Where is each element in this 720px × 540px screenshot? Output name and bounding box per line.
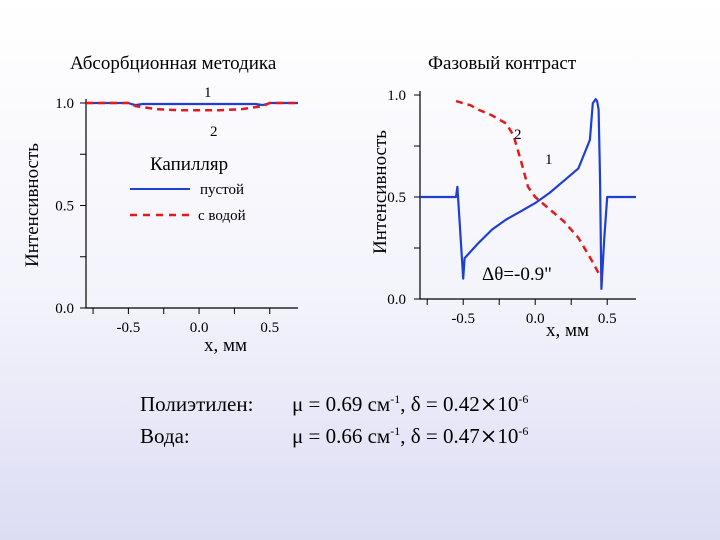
- power-base: 10: [497, 392, 519, 416]
- y-axis-label: Интенсивность: [22, 143, 43, 267]
- y-tick-label: 0.5: [387, 190, 406, 206]
- phase-contrast-panel: Фазовый контраст Интенсивность 0.0 0.5 1.0…: [370, 53, 636, 341]
- footer-line-water: Вода: μ = 0.66 см-1, δ = 0.47⨯10-6: [140, 424, 528, 449]
- mu-value: μ = 0.66 см: [292, 424, 391, 448]
- times-symbol: ⨯: [479, 424, 498, 448]
- axes: 0.0 0.5 1.0 -0.5 0.0 0.5: [55, 96, 298, 336]
- chart-title: Абсорбционная методика: [70, 53, 277, 74]
- power-exponent: -6: [518, 424, 529, 438]
- y-tick-label: 0.0: [387, 292, 406, 308]
- material-label: Вода:: [140, 424, 190, 448]
- series-line-0: [420, 98, 636, 290]
- x-axis-label: x, мм: [546, 320, 589, 341]
- power-base: 10: [497, 424, 519, 448]
- curve-label-1: 1: [204, 85, 212, 101]
- curve-label-2: 2: [514, 127, 522, 143]
- plot-area: [420, 98, 636, 290]
- y-tick-label: 1.0: [387, 88, 406, 104]
- delta-value: , δ = 0.47: [400, 424, 480, 448]
- x-tick-label: 0.0: [526, 311, 545, 327]
- y-axis-label: Интенсивность: [370, 130, 391, 254]
- curve-label-1: 1: [545, 152, 553, 168]
- x-tick-label: 0.0: [190, 320, 209, 336]
- x-tick-label: -0.5: [117, 320, 141, 336]
- x-axis-label: x, мм: [204, 335, 247, 356]
- mu-value: μ = 0.69 см: [292, 392, 391, 416]
- x-tick-label: -0.5: [451, 311, 475, 327]
- material-label: Полиэтилен:: [140, 392, 254, 416]
- y-tick-label: 1.0: [55, 96, 74, 112]
- series-line-1: [455, 99, 603, 280]
- y-tick-label: 0.5: [55, 199, 74, 215]
- legend-title: Капилляр: [150, 154, 228, 175]
- x-tick-label: 0.5: [598, 311, 617, 327]
- axes: 0.0 0.5 1.0 -0.5 0.0 0.5: [387, 88, 636, 327]
- chart-title: Фазовый контраст: [428, 53, 577, 74]
- y-tick-label: 0.0: [55, 301, 74, 317]
- absorption-panel: Абсорбционная методика Интенсивность 0.0…: [22, 53, 298, 356]
- curve-label-2: 2: [210, 124, 218, 140]
- delta-value: , δ = 0.42: [400, 392, 480, 416]
- x-tick-label: 0.5: [260, 320, 279, 336]
- legend-entry-water: с водой: [198, 208, 246, 224]
- mu-exponent: -1: [390, 392, 401, 406]
- footer-line-polyethylene: Полиэтилен: μ = 0.69 см-1, δ = 0.42⨯10-6: [140, 392, 528, 417]
- angle-annotation: Δθ=-0.9": [482, 264, 552, 285]
- power-exponent: -6: [518, 392, 529, 406]
- plot-area: [86, 101, 298, 112]
- mu-exponent: -1: [390, 424, 401, 438]
- series-line-1: [86, 101, 298, 112]
- times-symbol: ⨯: [479, 392, 498, 416]
- legend-entry-empty: пустой: [200, 182, 244, 198]
